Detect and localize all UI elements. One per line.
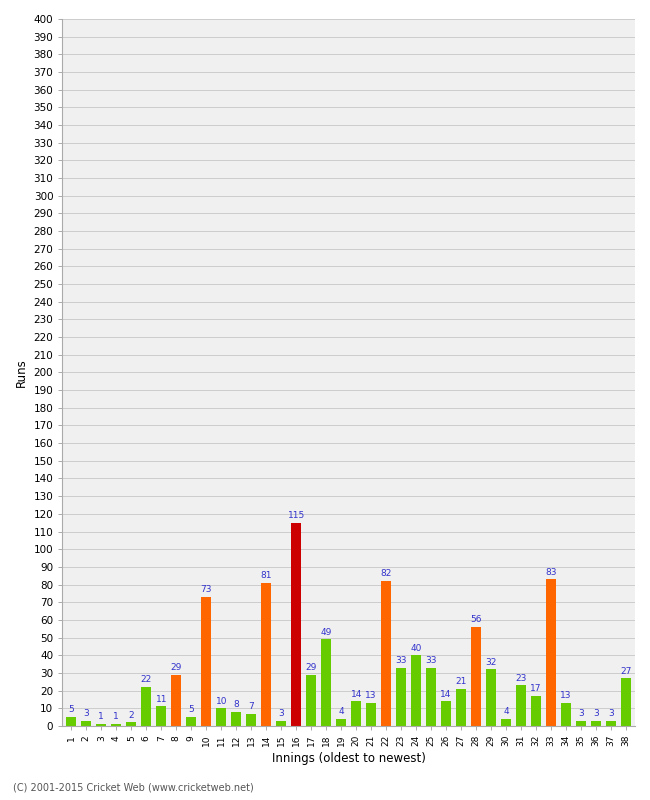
Bar	[142, 687, 151, 726]
Text: 33: 33	[425, 656, 437, 665]
Text: 29: 29	[306, 663, 317, 672]
Text: 4: 4	[339, 707, 344, 716]
Bar	[187, 717, 196, 726]
Text: 22: 22	[140, 675, 152, 684]
Text: 13: 13	[365, 691, 377, 700]
Bar	[456, 689, 466, 726]
Bar	[606, 721, 616, 726]
Bar	[336, 719, 346, 726]
Text: 14: 14	[350, 690, 362, 698]
Text: 1: 1	[98, 713, 104, 722]
Text: 115: 115	[287, 511, 305, 520]
Bar	[367, 703, 376, 726]
Bar	[426, 667, 436, 726]
Text: 11: 11	[155, 695, 167, 704]
Bar	[126, 722, 136, 726]
Bar	[516, 686, 526, 726]
Text: 82: 82	[380, 570, 392, 578]
Text: 10: 10	[216, 697, 227, 706]
Bar	[471, 627, 481, 726]
Bar	[501, 719, 511, 726]
Text: 33: 33	[395, 656, 407, 665]
Bar	[486, 670, 496, 726]
Text: 8: 8	[233, 700, 239, 709]
Text: 3: 3	[83, 709, 89, 718]
Bar	[621, 678, 631, 726]
Text: 2: 2	[129, 710, 134, 720]
Text: 81: 81	[261, 571, 272, 580]
Bar	[157, 706, 166, 726]
Text: 56: 56	[471, 615, 482, 624]
Bar	[172, 674, 181, 726]
Text: 3: 3	[278, 709, 284, 718]
Bar	[441, 701, 451, 726]
Text: 83: 83	[545, 567, 557, 577]
Text: (C) 2001-2015 Cricket Web (www.cricketweb.net): (C) 2001-2015 Cricket Web (www.cricketwe…	[13, 782, 254, 792]
Text: 49: 49	[320, 628, 332, 637]
Text: 73: 73	[200, 586, 212, 594]
Bar	[231, 712, 241, 726]
Bar	[291, 522, 301, 726]
Bar	[216, 708, 226, 726]
Bar	[561, 703, 571, 726]
Text: 29: 29	[170, 663, 182, 672]
Text: 23: 23	[515, 674, 526, 682]
Y-axis label: Runs: Runs	[15, 358, 28, 387]
Text: 4: 4	[503, 707, 509, 716]
Bar	[111, 724, 121, 726]
Bar	[591, 721, 601, 726]
Text: 3: 3	[608, 709, 614, 718]
Bar	[531, 696, 541, 726]
Bar	[411, 655, 421, 726]
Bar	[276, 721, 286, 726]
Bar	[321, 639, 331, 726]
Bar	[351, 701, 361, 726]
Bar	[246, 714, 256, 726]
Bar	[66, 717, 76, 726]
Bar	[396, 667, 406, 726]
Bar	[261, 582, 271, 726]
Text: 13: 13	[560, 691, 572, 700]
Bar	[546, 579, 556, 726]
Bar	[202, 597, 211, 726]
Text: 32: 32	[486, 658, 497, 666]
Text: 3: 3	[578, 709, 584, 718]
Text: 40: 40	[410, 643, 422, 653]
Text: 14: 14	[441, 690, 452, 698]
Text: 3: 3	[593, 709, 599, 718]
Text: 21: 21	[456, 677, 467, 686]
Text: 17: 17	[530, 684, 542, 694]
Text: 1: 1	[114, 713, 119, 722]
Text: 5: 5	[68, 706, 74, 714]
Bar	[81, 721, 91, 726]
Bar	[382, 581, 391, 726]
X-axis label: Innings (oldest to newest): Innings (oldest to newest)	[272, 752, 426, 765]
Text: 27: 27	[620, 666, 632, 675]
Bar	[96, 724, 106, 726]
Bar	[576, 721, 586, 726]
Text: 5: 5	[188, 706, 194, 714]
Text: 7: 7	[248, 702, 254, 711]
Bar	[306, 674, 316, 726]
